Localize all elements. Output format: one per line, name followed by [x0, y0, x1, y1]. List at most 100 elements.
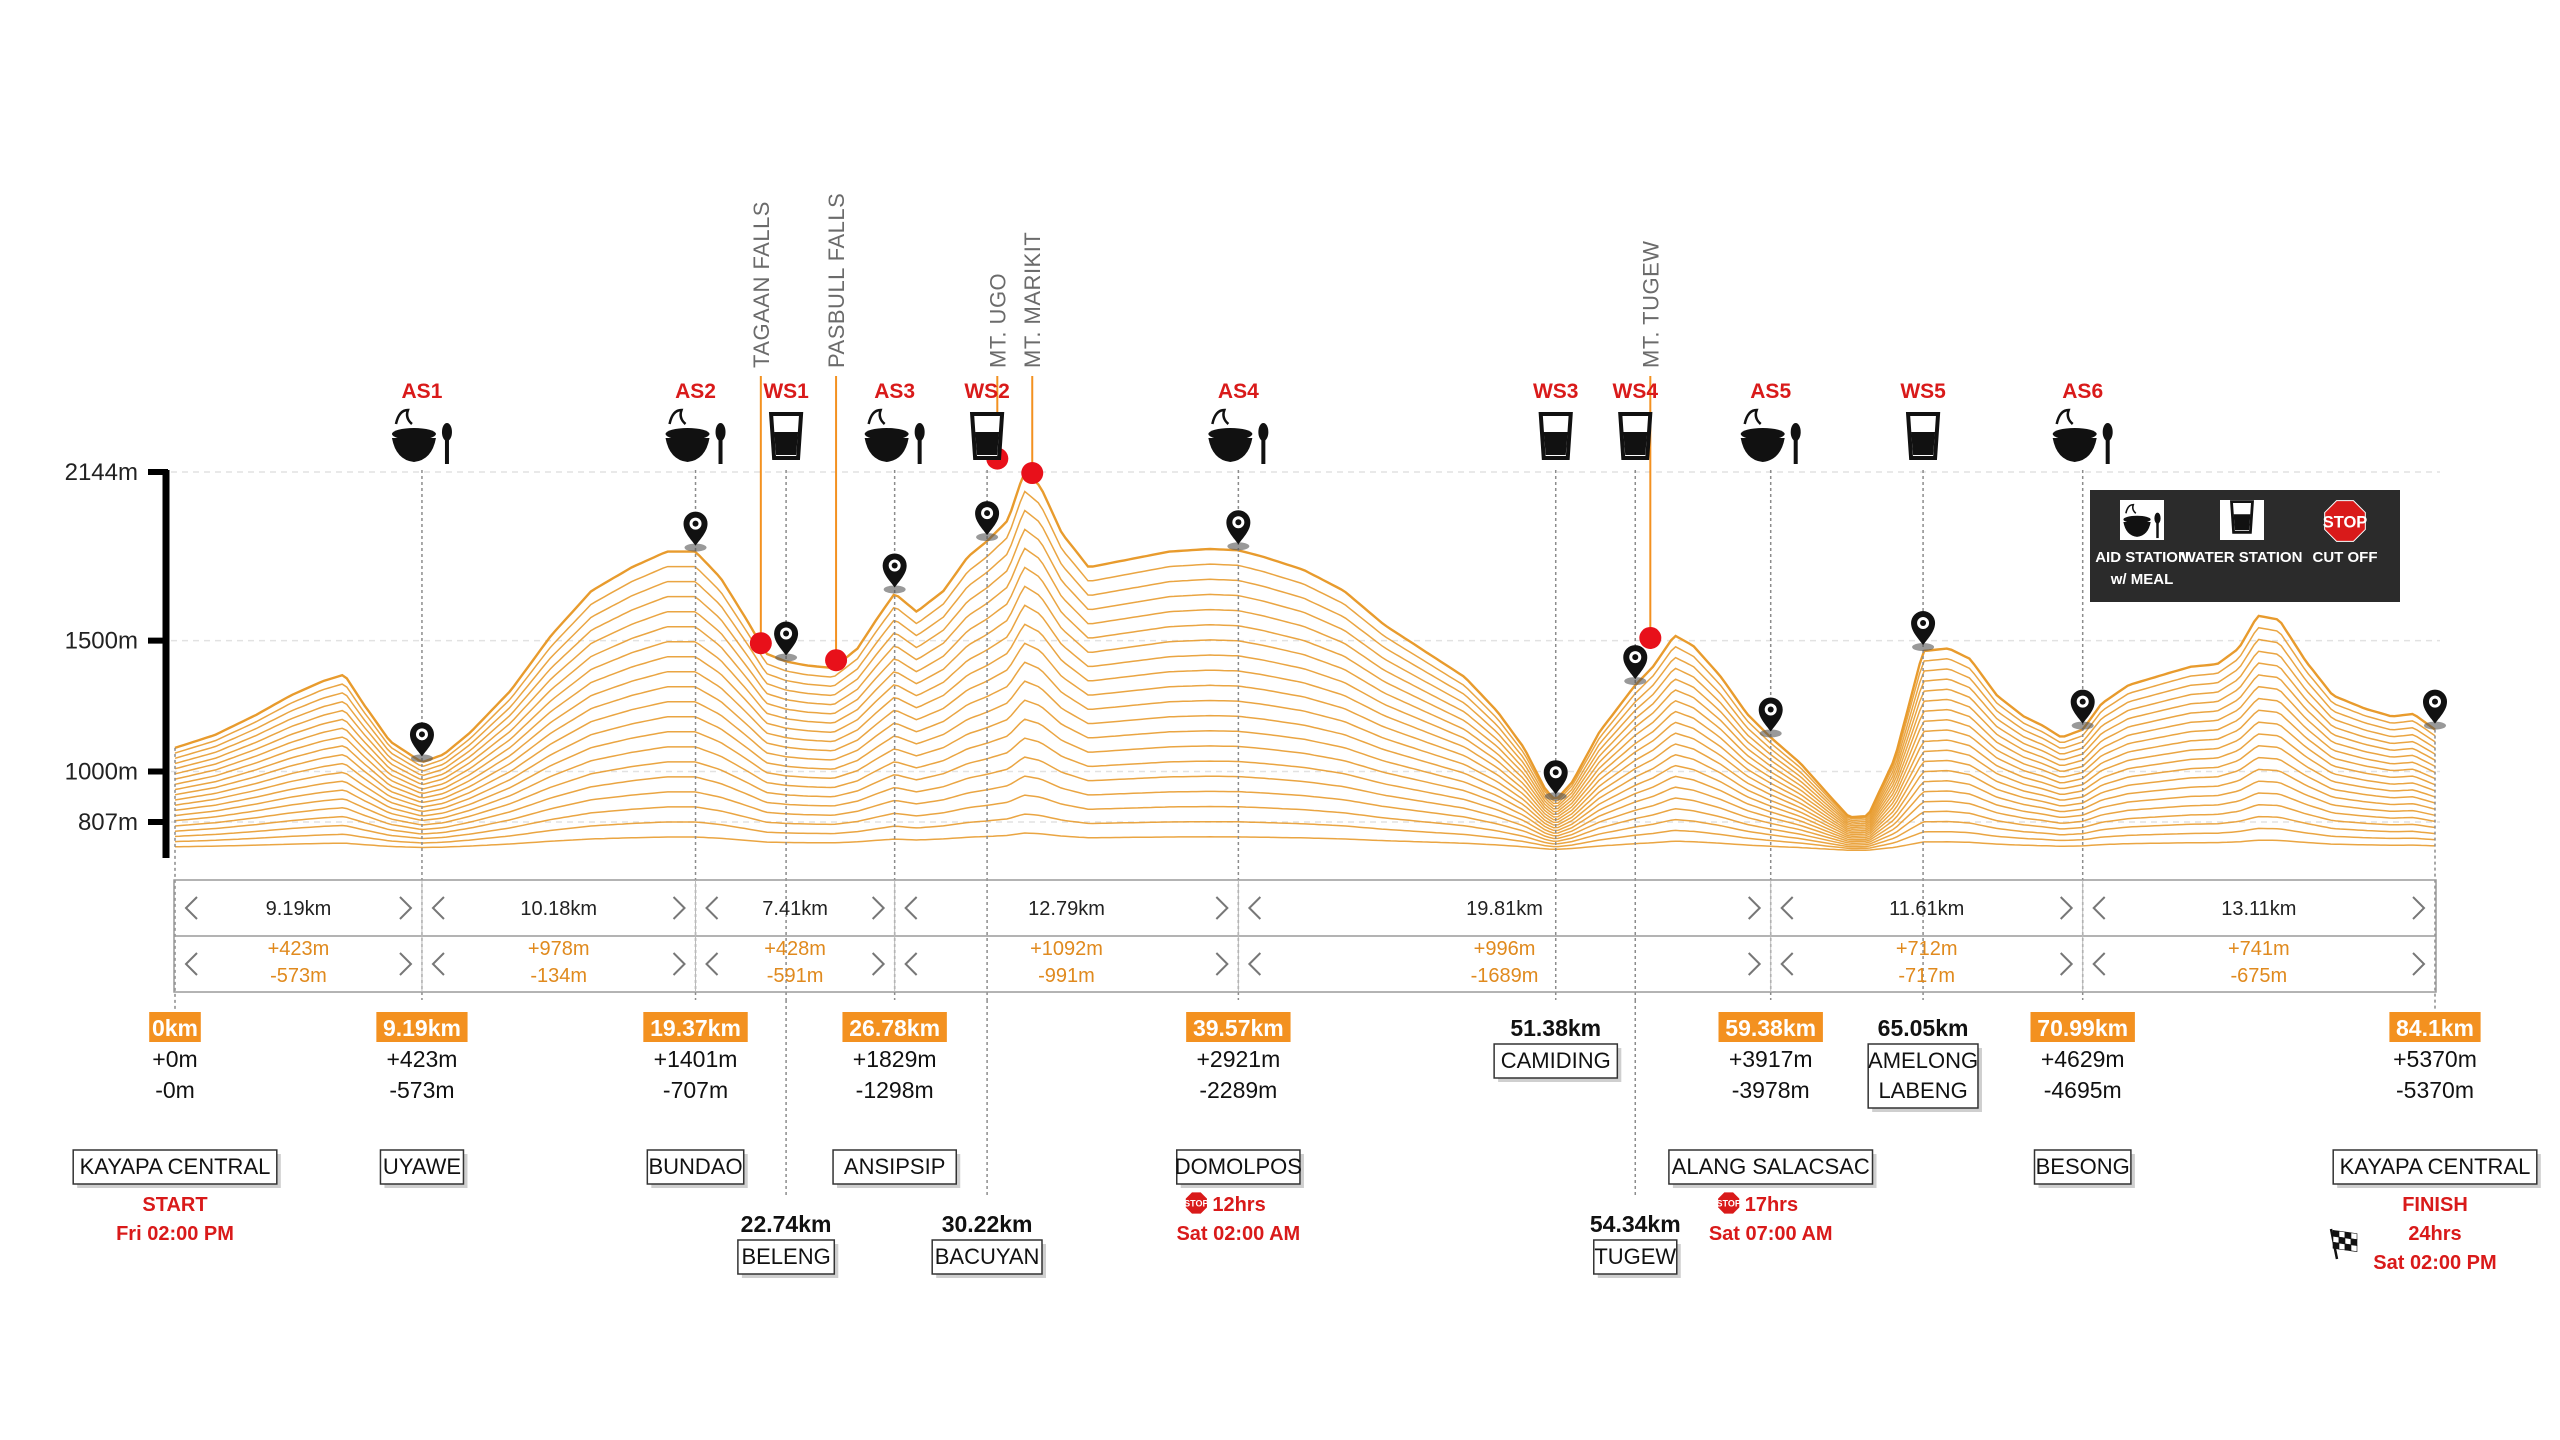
segment-gain: +978m	[528, 938, 590, 960]
segment-gain: +712m	[1896, 938, 1958, 960]
chevron-left-icon	[2092, 896, 2106, 920]
bowl-spoon-icon	[1208, 408, 1269, 464]
map-pin-icon	[882, 553, 907, 594]
station-code: WS2	[964, 380, 1010, 403]
landmark-dot	[1639, 626, 1662, 649]
segment-boxes: 9.19km +423m -573m 10.18km +978m -134m 7.41km +…	[173, 879, 2437, 993]
place-name: ANSIPSIP	[844, 1154, 945, 1179]
checkpoint-km: 9.19km	[383, 1015, 461, 1041]
chevron-left-icon	[1247, 952, 1262, 976]
chevron-right-icon	[871, 952, 886, 976]
checkpoint-km: 0km	[152, 1015, 198, 1041]
water-glass-icon	[1618, 412, 1653, 460]
place-box	[1493, 1043, 1619, 1079]
checkered-flag-icon	[2329, 1228, 2358, 1260]
y-tick-label: 807m	[78, 809, 138, 836]
segment-distance: 12.79km	[1028, 898, 1105, 920]
map-pin-icon	[1911, 611, 1936, 652]
y-axis: 2144m 1500m 1000m 807m	[65, 459, 170, 858]
km-highlight	[376, 1012, 468, 1042]
landmark-label: MT. MARIKIT	[1020, 232, 1045, 368]
chevron-right-icon	[672, 896, 686, 920]
svg-text:STOP: STOP	[1184, 1199, 1208, 1209]
place-name: BUNDAO	[648, 1154, 742, 1179]
checkpoint-loss: -3978m	[1732, 1077, 1810, 1103]
chevron-right-icon	[871, 896, 886, 920]
checkpoint-gain: +4629m	[2041, 1046, 2125, 1072]
station-code: AS2	[675, 380, 716, 403]
station-pins	[409, 501, 2447, 801]
ridge-line	[174, 623, 2436, 832]
map-pin-icon	[2070, 689, 2095, 730]
landmark-label: MT. UGO	[985, 273, 1010, 368]
elevation-ridges	[174, 470, 2436, 852]
station-code: AS4	[1218, 380, 1259, 403]
stop-sign-icon: STOP	[2323, 500, 2367, 542]
ridge-line	[174, 737, 2436, 843]
bowl-spoon-icon	[391, 408, 452, 464]
chevron-right-icon	[2412, 952, 2426, 976]
segment-gain: +428m	[764, 938, 826, 960]
place-name: AMELONG	[1868, 1048, 1978, 1073]
map-pin-icon	[975, 501, 1000, 542]
place-name: BESONG	[2036, 1154, 2130, 1179]
checkpoint-loss: -2289m	[1199, 1077, 1277, 1103]
checkpoint-note: Fri 02:00 PM	[116, 1223, 234, 1245]
ridge-line	[174, 585, 2436, 829]
place-box	[737, 1239, 836, 1275]
checkpoint-loss: -1298m	[856, 1077, 934, 1103]
segment-distance: 13.11km	[2221, 898, 2296, 920]
segment-loss: -1689m	[1471, 965, 1539, 987]
ridge-line	[174, 509, 2436, 822]
place-box	[1176, 1149, 1301, 1185]
bowl-spoon-icon	[2123, 503, 2161, 539]
checkpoint-note: 24hrs	[2408, 1223, 2461, 1245]
segment-loss: -573m	[270, 965, 327, 987]
legend-label: WATER STATION	[2182, 549, 2303, 566]
chevron-left-icon	[904, 896, 918, 920]
segment-distance: 11.61km	[1889, 898, 1964, 920]
station-code: AS6	[2062, 380, 2103, 403]
checkpoint-km: 54.34km	[1590, 1211, 1681, 1237]
checkpoint-loss: -5370m	[2396, 1077, 2474, 1103]
landmark-label: PASBULL FALLS	[824, 193, 849, 368]
ridge-line	[174, 661, 2436, 836]
segment-gain: +423m	[268, 938, 330, 960]
chevron-left-icon	[705, 952, 719, 976]
landmark-dot	[749, 632, 772, 655]
legend-label: w/ MEAL	[2110, 571, 2174, 588]
checkpoint-km: 70.99km	[2037, 1015, 2128, 1041]
segment-distance: 7.41km	[762, 898, 828, 920]
station-code: WS5	[1900, 380, 1946, 403]
segment-loss: -675m	[2230, 965, 2287, 987]
place-name: ALANG SALACSAC	[1672, 1154, 1870, 1179]
chevron-left-icon	[431, 952, 445, 976]
ridge-line	[174, 490, 2436, 820]
chevron-left-icon	[2092, 952, 2106, 976]
chevron-left-icon	[705, 896, 719, 920]
chevron-right-icon	[1748, 896, 1762, 920]
chevron-left-icon	[1780, 952, 1794, 976]
km-highlight	[2030, 1012, 2135, 1042]
bowl-spoon-icon	[2052, 408, 2113, 464]
checkpoint-km: 39.57km	[1193, 1015, 1284, 1041]
km-highlight	[2389, 1012, 2481, 1042]
map-pin-icon	[774, 621, 799, 662]
bowl-spoon-icon	[1740, 408, 1801, 464]
station-code: WS1	[763, 380, 809, 403]
ridge-line	[174, 794, 2436, 848]
place-name: CAMIDING	[1501, 1048, 1611, 1073]
cutoff-hours: 12hrs	[1212, 1194, 1265, 1216]
km-highlight	[643, 1012, 748, 1042]
chevron-left-icon	[1247, 896, 1262, 920]
ridge-line	[174, 642, 2436, 834]
landmark-markers: TAGAAN FALLS PASBULL FALLS MT. UGO MT. MARI…	[749, 193, 1663, 672]
landmark-label: TAGAAN FALLS	[749, 201, 774, 368]
y-tick-label: 2144m	[65, 459, 138, 486]
segment-distance: 19.81km	[1466, 898, 1543, 920]
map-pin-icon	[409, 722, 434, 763]
km-highlight	[842, 1012, 947, 1042]
checkpoint-note: FINISH	[2402, 1194, 2468, 1216]
place-box	[646, 1149, 745, 1185]
